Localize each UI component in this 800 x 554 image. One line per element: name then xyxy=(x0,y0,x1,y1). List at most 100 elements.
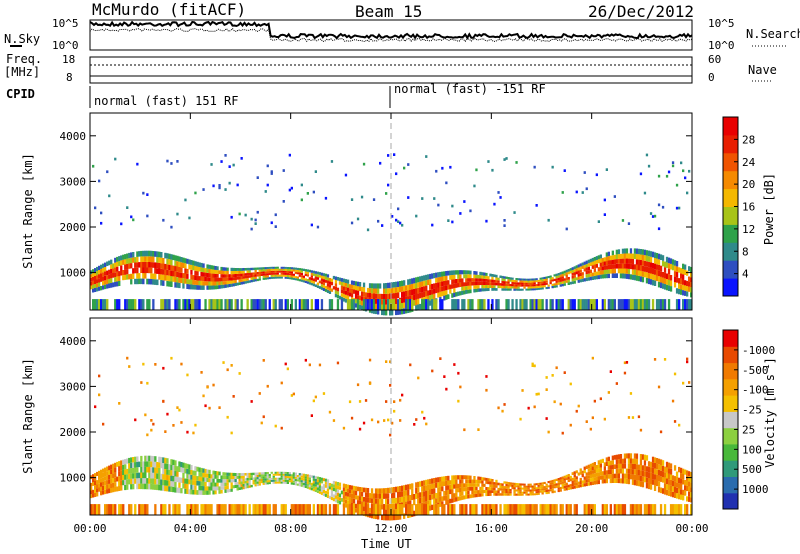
far-range-cell xyxy=(423,416,426,420)
echo-cell xyxy=(344,287,348,291)
echo-cell xyxy=(547,491,550,494)
nsky-panel-frame xyxy=(89,19,693,51)
near-range-cell xyxy=(589,299,592,310)
near-range-cell xyxy=(515,504,518,515)
echo-cell xyxy=(541,492,544,495)
echo-cell xyxy=(242,281,245,285)
echo-cell xyxy=(344,495,348,500)
x-tick-label: 16:00 xyxy=(475,522,508,535)
echo-cell xyxy=(639,249,643,255)
echo-cell xyxy=(547,276,550,279)
echo-cell xyxy=(653,485,657,491)
echo-cell xyxy=(104,476,107,481)
echo-cell xyxy=(324,481,328,485)
echo-cell xyxy=(379,493,382,499)
echo-cell xyxy=(362,292,366,297)
echo-cell xyxy=(597,468,600,473)
echo-cell xyxy=(300,475,303,478)
near-range-cell xyxy=(471,504,474,515)
echo-cell xyxy=(567,476,570,480)
far-range-cell xyxy=(389,360,392,364)
echo-cell xyxy=(581,278,584,282)
far-range-cell xyxy=(431,223,434,227)
far-range-cell xyxy=(551,374,554,377)
far-range-cell xyxy=(350,416,354,420)
echo-cell xyxy=(194,489,197,495)
echo-cell xyxy=(461,270,464,275)
y-tick-label: 2000 xyxy=(60,426,87,439)
echo-cell xyxy=(150,455,153,462)
echo-cell xyxy=(381,299,384,305)
echo-cell xyxy=(170,459,173,465)
echo-cell xyxy=(549,487,552,490)
echo-cell xyxy=(196,266,199,272)
echo-cell xyxy=(362,497,366,502)
colorbar-step xyxy=(723,206,738,225)
echo-cell xyxy=(126,258,129,264)
echo-cell xyxy=(342,293,346,298)
near-range-cell xyxy=(94,299,97,310)
echo-cell xyxy=(385,498,388,505)
echo-cell xyxy=(244,483,247,487)
far-range-cell xyxy=(348,400,352,404)
echo-cell xyxy=(513,493,516,496)
echo-cell xyxy=(194,466,197,471)
far-range-cell xyxy=(393,400,396,403)
echo-cell xyxy=(469,475,472,480)
echo-cell xyxy=(571,483,574,487)
echo-cell xyxy=(260,476,263,479)
echo-cell xyxy=(621,268,625,274)
echo-cell xyxy=(417,487,420,493)
echo-cell xyxy=(569,281,572,285)
echo-cell xyxy=(651,274,655,280)
echo-cell xyxy=(174,282,177,288)
echo-cell xyxy=(639,270,643,277)
echo-cell xyxy=(188,279,191,285)
echo-cell xyxy=(389,288,392,294)
echo-cell xyxy=(306,481,309,484)
echo-cell xyxy=(603,274,606,279)
echo-cell xyxy=(441,481,444,487)
echo-cell xyxy=(280,479,283,482)
echo-cell xyxy=(200,485,203,491)
echo-cell xyxy=(300,473,303,476)
echo-cell xyxy=(194,261,197,266)
near-range-cell xyxy=(282,504,285,515)
echo-cell xyxy=(483,281,486,285)
far-range-cell xyxy=(250,217,253,221)
echo-cell xyxy=(409,295,412,302)
echo-cell xyxy=(182,483,185,489)
echo-cell xyxy=(491,279,494,283)
echo-cell xyxy=(140,455,143,462)
near-range-cell xyxy=(258,504,261,515)
echo-cell xyxy=(473,486,476,491)
echo-cell xyxy=(633,474,637,480)
echo-cell xyxy=(497,277,500,281)
echo-cell xyxy=(397,491,400,498)
echo-cell xyxy=(495,280,498,283)
echo-cell xyxy=(270,270,273,273)
echo-cell xyxy=(513,482,516,485)
echo-cell xyxy=(148,262,151,268)
far-range-cell xyxy=(316,225,320,229)
echo-cell xyxy=(684,269,687,275)
echo-cell xyxy=(238,481,241,485)
near-range-cell xyxy=(154,504,157,515)
echo-cell xyxy=(529,491,532,494)
echo-cell xyxy=(475,490,478,494)
far-range-cell xyxy=(457,399,460,403)
near-range-cell xyxy=(678,504,681,515)
echo-cell xyxy=(96,275,99,280)
echo-cell xyxy=(224,284,227,288)
echo-cell xyxy=(338,493,342,498)
echo-cell xyxy=(597,275,600,280)
echo-cell xyxy=(443,281,446,286)
far-range-cell xyxy=(535,204,538,207)
echo-cell xyxy=(613,478,616,483)
echo-cell xyxy=(459,475,462,480)
echo-cell xyxy=(368,498,372,503)
far-range-cell xyxy=(661,205,665,209)
echo-cell xyxy=(467,487,470,491)
echo-cell xyxy=(449,498,452,504)
echo-cell xyxy=(469,278,472,282)
